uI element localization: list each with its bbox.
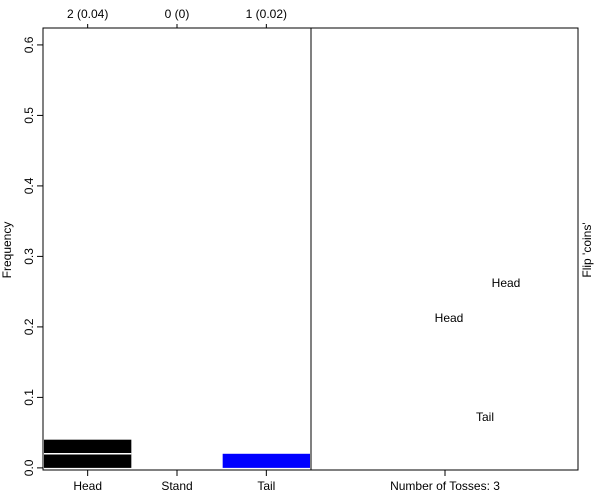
value-label: 2 (0.04) xyxy=(67,7,108,21)
value-label: 1 (0.02) xyxy=(246,7,287,21)
bar xyxy=(222,453,310,468)
y-tick-label: 0.2 xyxy=(22,318,36,335)
y-tick-label: 0.1 xyxy=(22,389,36,406)
y-tick-label: 0.4 xyxy=(22,177,36,194)
y-tick-label: 0.3 xyxy=(22,248,36,265)
value-label: 0 (0) xyxy=(165,7,190,21)
left-plot-box xyxy=(42,27,312,471)
coin-label: Tail xyxy=(476,410,494,424)
y-tick-label: 0.5 xyxy=(22,107,36,124)
y-tick-label: 0.0 xyxy=(22,459,36,476)
x-tick-label: Stand xyxy=(161,479,192,493)
right-plot-box xyxy=(310,27,579,471)
y-axis-label: Frequency xyxy=(0,222,14,279)
coin-label: Head xyxy=(492,276,521,290)
coin-label: Head xyxy=(435,311,464,325)
side-label: Flip 'coins' xyxy=(580,222,594,277)
x-tick-label: Head xyxy=(73,479,102,493)
x-tick-label: Tail xyxy=(257,479,275,493)
x-axis-label: Number of Tosses: 3 xyxy=(390,479,500,493)
y-tick-label: 0.6 xyxy=(22,36,36,53)
